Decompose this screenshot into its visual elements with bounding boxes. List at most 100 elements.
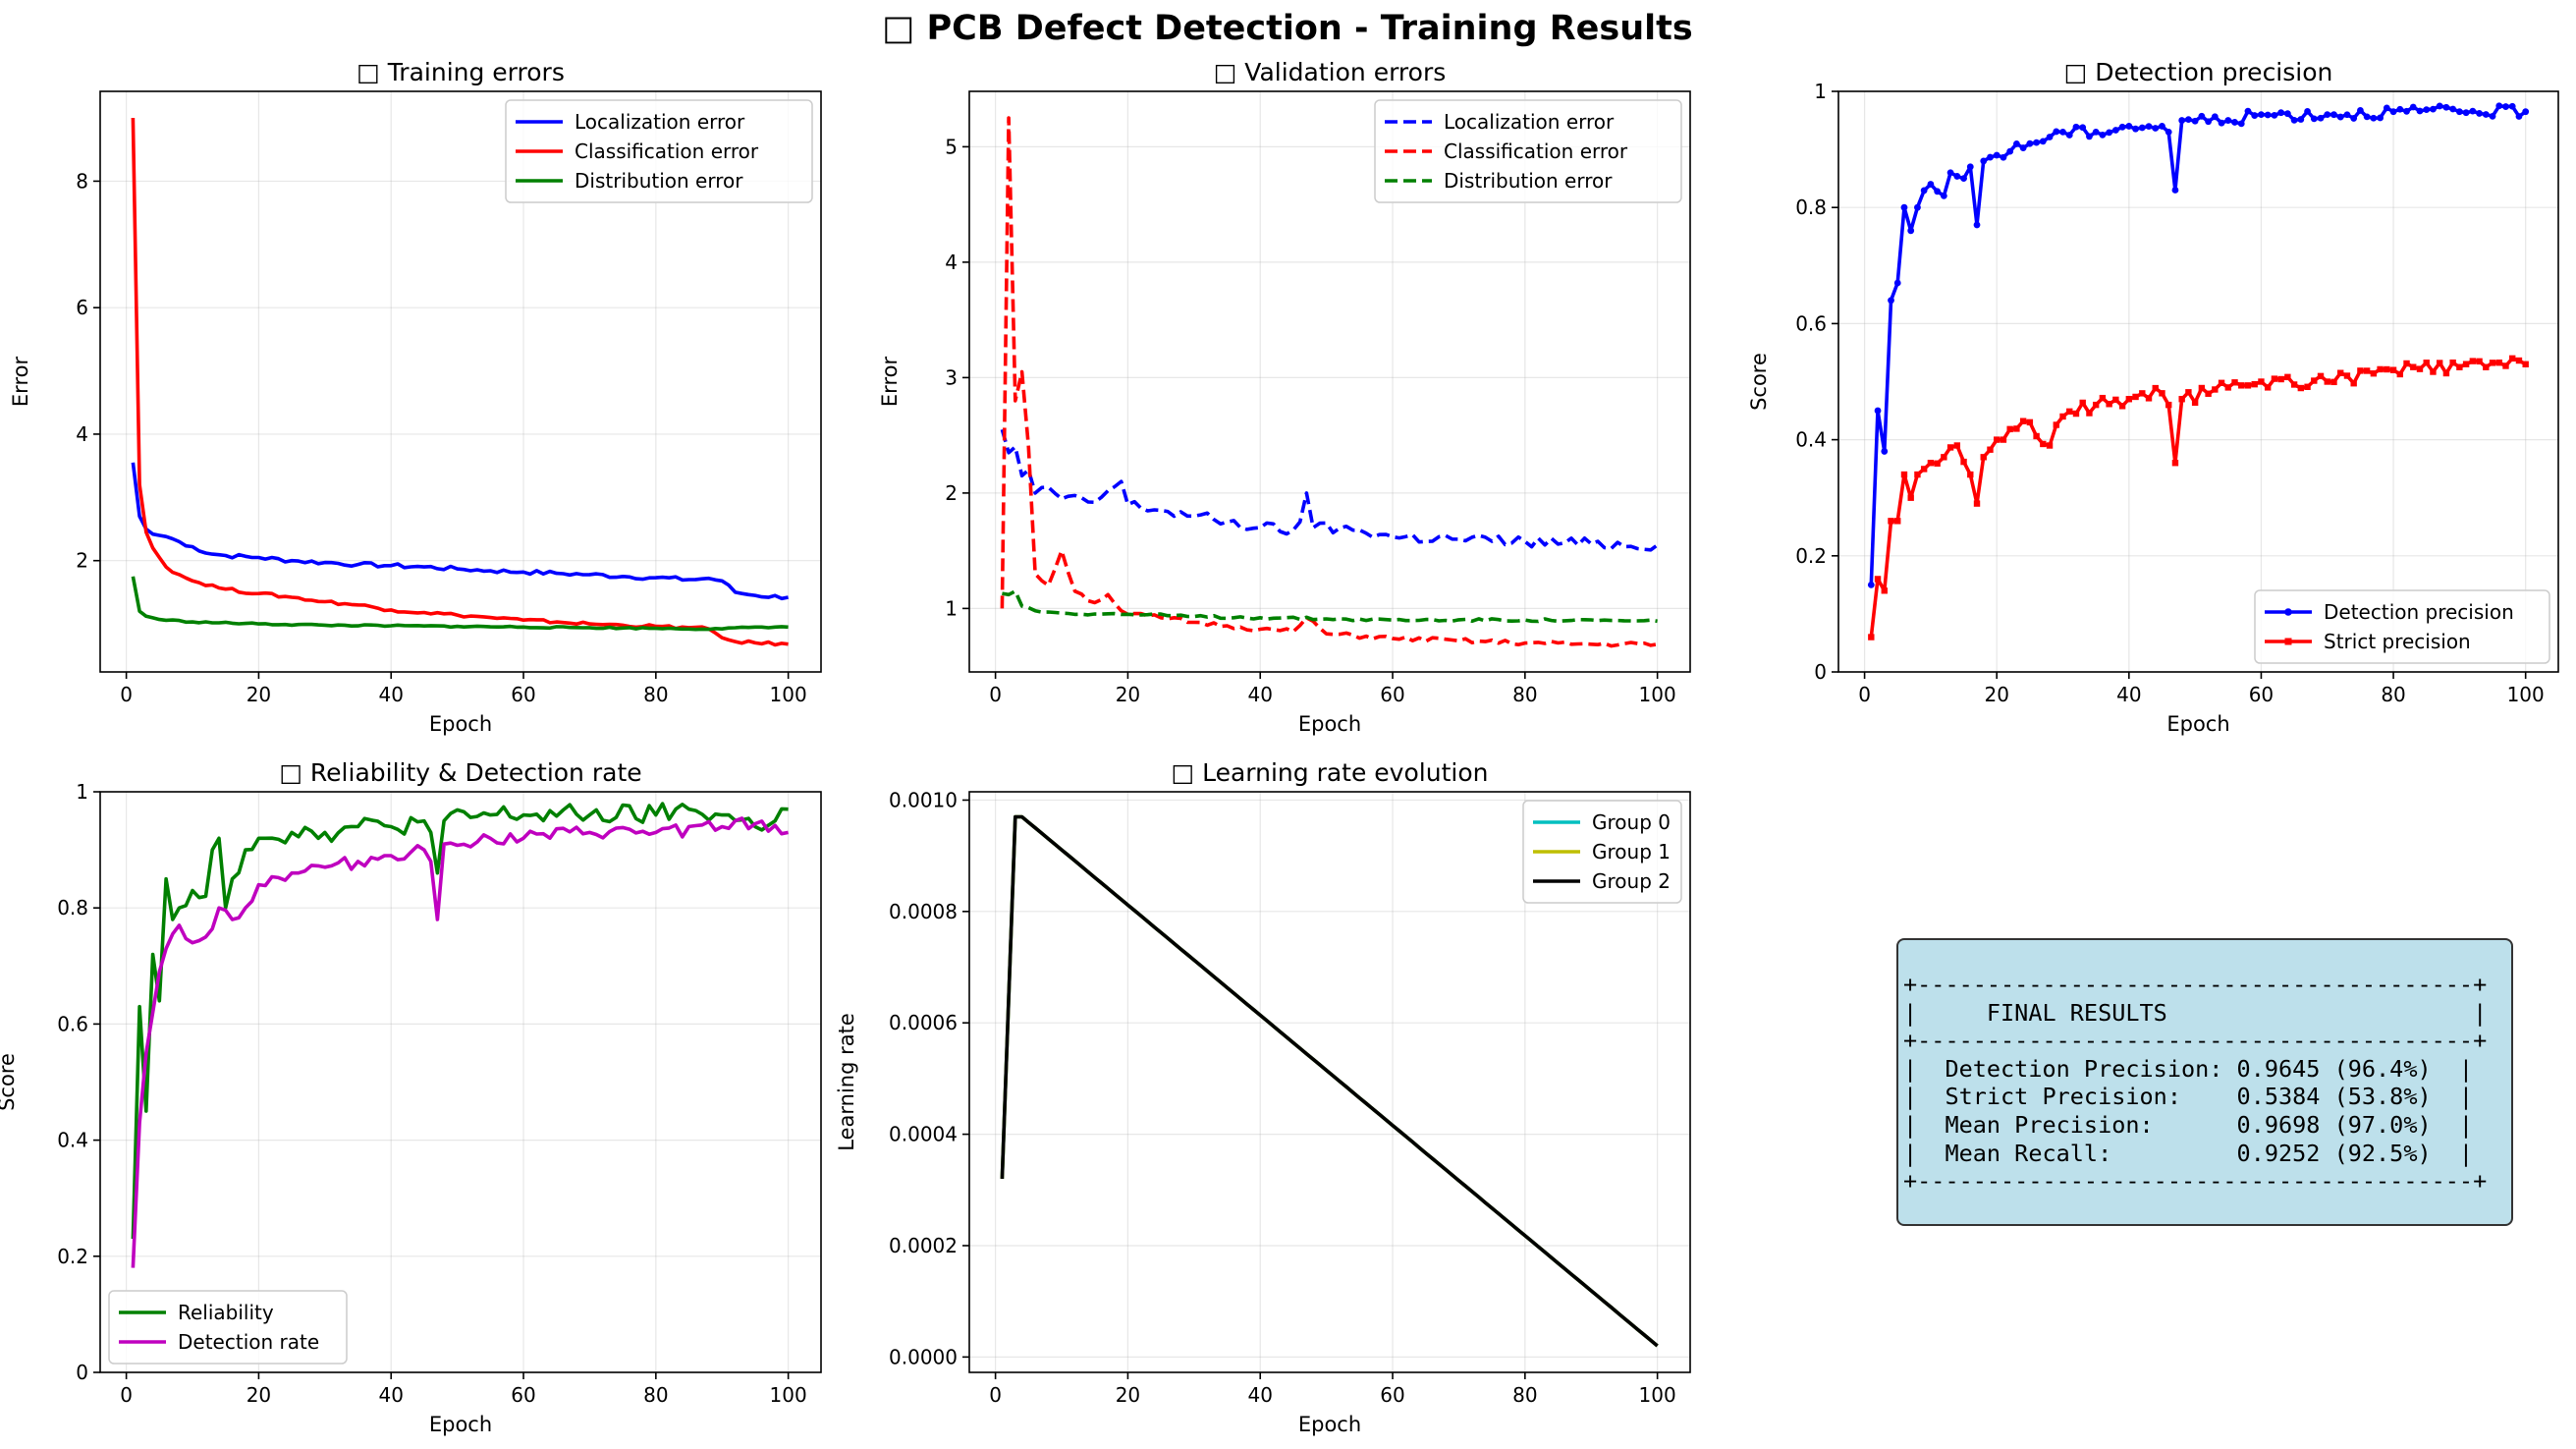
data-point: [2396, 370, 2403, 378]
data-point: [2258, 378, 2265, 385]
y-tick-label: 0.0006: [889, 1011, 958, 1034]
data-point: [2430, 105, 2437, 113]
legend-frame: [108, 1290, 348, 1365]
data-point: [2456, 363, 2463, 370]
data-point: [2139, 390, 2146, 397]
data-point: [2330, 111, 2337, 119]
data-point: [2389, 366, 2397, 373]
data-point: [1940, 192, 1947, 199]
data-point: [2132, 125, 2139, 133]
legend-marker: [2284, 608, 2292, 616]
data-point: [1907, 227, 1915, 235]
data-point: [1966, 163, 1974, 171]
data-point: [2092, 128, 2100, 136]
chart-1: 0 20 40 60 80 100 2 4 6 8 □ Training errors Epoch Er…: [9, 58, 822, 736]
data-point: [2244, 107, 2252, 115]
data-point: [2224, 117, 2232, 124]
data-point: [2363, 113, 2371, 121]
data-point: [2522, 361, 2529, 367]
data-point: [2416, 107, 2424, 115]
series-line-2: [131, 816, 789, 1268]
data-point: [1973, 500, 1981, 507]
summary-line: | Mean Recall: 0.9252 (92.5%) |: [1903, 1139, 2474, 1167]
y-tick-label: 0.6: [1795, 311, 1827, 335]
data-point: [2502, 103, 2509, 110]
data-point: [2138, 124, 2146, 132]
data-point: [2244, 382, 2252, 389]
y-tick-label: 2: [76, 549, 88, 573]
data-point: [2046, 134, 2054, 140]
data-point: [1953, 173, 1961, 180]
x-tick-label: 0: [989, 683, 1002, 706]
data-point: [2502, 362, 2509, 369]
data-point: [2053, 421, 2059, 428]
legend-label: Distribution error: [1444, 169, 1613, 193]
legend-label: Strict precision: [2324, 630, 2471, 653]
y-tick-label: 1: [1814, 80, 1827, 103]
x-tick-label: 100: [1639, 1383, 1676, 1407]
data-point: [2336, 113, 2344, 121]
data-point: [2118, 403, 2126, 410]
data-point: [2000, 436, 2007, 443]
data-point: [2264, 384, 2272, 391]
data-point: [2237, 120, 2245, 128]
data-point: [2171, 187, 2179, 194]
data-point: [2033, 432, 2040, 440]
data-point: [2290, 381, 2298, 388]
chart-title: □ Reliability & Detection rate: [279, 758, 641, 787]
chart-4: 0 20 40 60 80 100 0 0.2 0.4 0.6 0.8 1 □ Reliability …: [0, 758, 822, 1436]
data-point: [2106, 129, 2113, 137]
data-point: [2304, 383, 2311, 391]
series-line-3: [1000, 814, 1659, 1348]
axes-frame: [968, 791, 1691, 1373]
data-point: [2099, 394, 2107, 402]
data-point: [2377, 365, 2384, 373]
data-point: [2495, 359, 2502, 366]
data-point: [2159, 390, 2165, 397]
data-point: [1980, 454, 1987, 461]
x-tick-label: 80: [2381, 683, 2405, 706]
data-point: [2403, 107, 2410, 115]
data-point: [1960, 458, 1967, 466]
axes-frame: [99, 791, 822, 1373]
data-point: [2165, 401, 2172, 409]
data-point: [2436, 102, 2443, 110]
data-point: [2059, 413, 2066, 420]
legend: Detection precision Strict precision: [2254, 589, 2550, 664]
data-point: [1907, 494, 1914, 501]
x-axis-label: Epoch: [429, 1413, 492, 1436]
series-line-2: [1000, 116, 1658, 648]
data-point: [2211, 113, 2219, 121]
data-point: [1953, 442, 1961, 449]
series-group: [131, 117, 789, 647]
y-tick-label: 0: [1814, 660, 1827, 684]
data-point: [2165, 128, 2172, 136]
data-point: [2483, 363, 2490, 370]
data-point: [2515, 113, 2523, 120]
y-tick-label: 0.4: [1795, 428, 1827, 452]
legend-frame: [505, 99, 813, 203]
data-point: [1927, 181, 1935, 188]
series-group: [1867, 102, 2530, 641]
data-point: [2423, 360, 2430, 366]
data-point: [1914, 471, 1921, 478]
data-point: [2283, 110, 2291, 118]
axes-frame: [968, 90, 1691, 673]
data-point: [2224, 384, 2231, 391]
data-point: [1874, 576, 1882, 583]
x-tick-label: 40: [379, 1383, 404, 1407]
x-tick-label: 60: [511, 1383, 535, 1407]
data-point: [1914, 203, 1921, 211]
series-line-3: [131, 576, 789, 632]
series-line-3: [1002, 589, 1658, 624]
y-tick-label: 0.2: [57, 1245, 88, 1268]
data-point: [2409, 103, 2417, 111]
series-group: [1000, 814, 1659, 1348]
series-markers-2: [1868, 355, 2529, 641]
y-tick-label: 0.8: [1795, 195, 1827, 219]
y-tick-label: 0.8: [57, 896, 88, 920]
data-point: [2000, 153, 2007, 161]
data-point: [1881, 587, 1888, 594]
